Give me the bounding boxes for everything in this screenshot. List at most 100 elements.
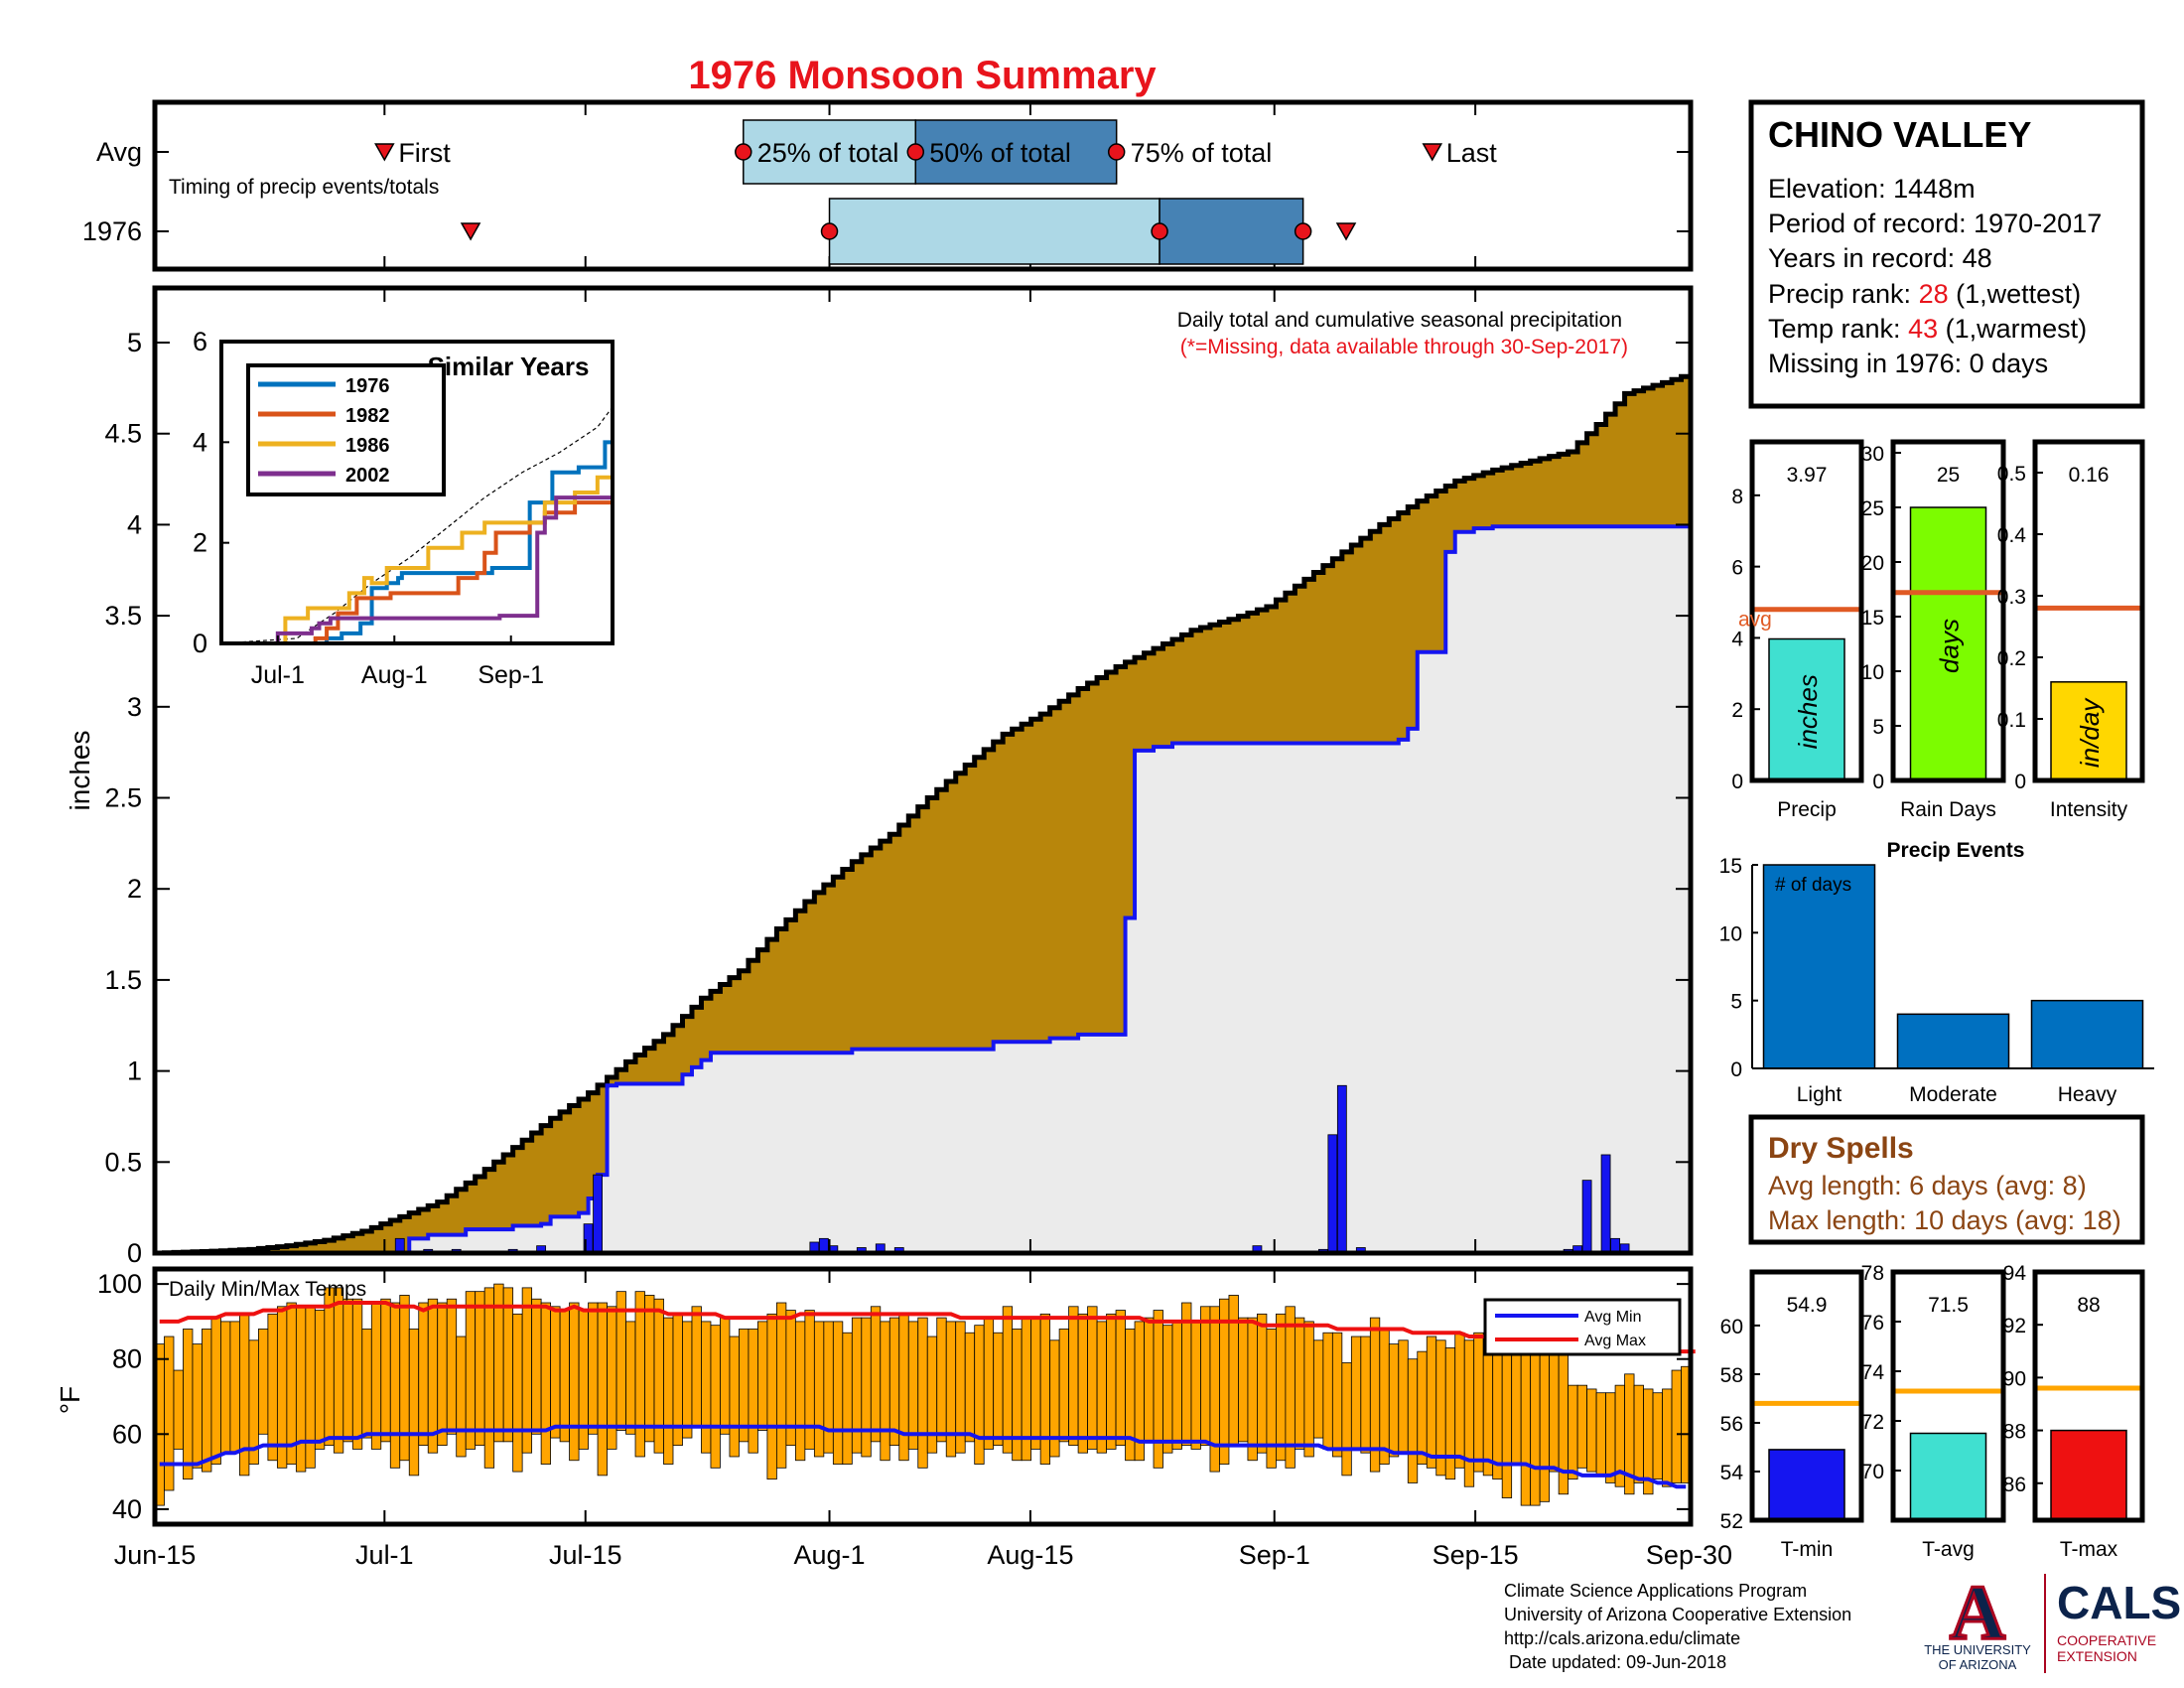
event-bar-heavy [2030,999,2144,1069]
temp-range-bar-97 [1068,1306,1079,1447]
temp-range-bar-145 [1520,1343,1532,1506]
avg-last-marker [1422,143,1443,162]
temp-range-bar-125 [1331,1332,1343,1458]
temp-range-bar-98 [1077,1313,1088,1454]
temp-range-bar-83 [936,1317,947,1443]
temp-range-bar-143 [1501,1332,1513,1498]
temp-range-bar-138 [1454,1332,1465,1469]
tmax-ytick-label-3: 92 [2003,1315,2026,1337]
inset-legend-label-1976: 1976 [345,375,390,397]
precip-avg-label: avg [1738,609,1772,632]
precip-ytick-label-2: 4 [1731,628,1743,650]
temp-range-bar-150 [1568,1384,1578,1480]
tmin-ytick-label-0: 52 [1720,1510,1743,1533]
raindays-border [1890,439,2006,783]
temp-range-bar-76 [870,1306,882,1443]
temp-range-bar-30 [437,1302,448,1447]
cum-ytick-label-4: 2 [127,874,142,904]
inset-legend-label-2002: 2002 [345,465,390,487]
temp-range-bar-144 [1511,1354,1522,1465]
timing-label-first: First [398,138,451,168]
inset-ytick-label-3: 6 [193,327,207,356]
dry-spells-avg-length: Avg length: 6 days (avg: 8) [1768,1171,2087,1200]
cumulative-precip-chart: 0 0.5 1 1.5 2 2.5 3 3.5 4 4.5 5 inches Daily total a… [65,285,1694,1268]
temp-range-bar-60 [720,1317,731,1435]
temp-range-bar-23 [370,1302,382,1450]
station-years: Years in record: 48 [1768,243,1992,273]
cum-caption: Daily total and cumulative seasonal prec… [1177,309,1622,332]
inset-series-1986 [221,472,614,645]
temp-range-bar-131 [1388,1343,1400,1458]
intensity-ytick-label-4: 0.4 [1997,524,2027,547]
daily-temps-chart: 40 60 80 100 Jun-15 Jul-1 Jul-15 Aug-1 Aug-15 Sep… [55,1266,1732,1570]
cum-ytick-label-0: 0 [127,1238,142,1268]
station-period: Period of record: 1970-2017 [1768,209,2102,238]
cum-ytick-label-9: 4.5 [104,419,142,449]
temp-range-bar-113 [1219,1298,1230,1465]
precip-ytick-label-0: 0 [1731,771,1743,793]
inset-ytick-label-1: 2 [193,528,207,558]
temp-range-bar-66 [775,1302,787,1469]
daily-precip-bar-23 [1600,1154,1611,1254]
dry-spells-box: Dry Spells Avg length: 6 days (avg: 8) M… [1748,1114,2145,1245]
temp-range-bar-42 [550,1306,561,1439]
footer-line-3: http://cals.arizona.edu/climate [1504,1628,1740,1648]
year-cumulative-area [155,526,1691,1253]
temp-range-bar-122 [1303,1321,1314,1458]
temp-ytick-label-0: 40 [112,1494,142,1524]
tmin-ytick-label-2: 56 [1720,1413,1743,1436]
temp-range-bar-51 [634,1291,645,1458]
temp-range-bar-34 [475,1291,485,1447]
temp-range-bar-124 [1322,1332,1333,1450]
tmin-ytick-label-1: 54 [1720,1462,1744,1484]
tmin-ytick-label-3: 58 [1720,1364,1743,1387]
year-p50-marker [1151,222,1168,240]
temp-range-bar-22 [361,1329,372,1439]
dry-spells-max-length: Max length: 10 days (avg: 18) [1768,1205,2121,1235]
tavg-ytick-label-2: 74 [1861,1361,1885,1384]
precip-xlabel: Precip [1777,798,1837,821]
cum-note: (*=Missing, data available through 30-Se… [1180,336,1628,358]
temp-range-bar-132 [1398,1339,1409,1454]
temp-range-bar-27 [408,1329,420,1477]
temp-ytick-label-1: 60 [112,1419,142,1449]
temp-range-bar-100 [1096,1321,1107,1454]
tavg-border [1890,1269,2006,1523]
cals-logo: CALS [2057,1577,2181,1628]
raindays-ytick-label-0: 0 [1872,771,1884,793]
tmax-ytick-label-1: 88 [2003,1421,2026,1444]
precip-border [1749,439,1864,783]
raindays-ytick-label-1: 5 [1872,716,1884,739]
inset-legend-label-1982: 1982 [345,405,390,427]
inset-series-1976 [221,440,613,645]
cum-ytick-label-1: 0.5 [104,1147,142,1177]
temp-rank-value: 43 [1908,314,1938,344]
cals-sub-2: EXTENSION [2057,1648,2137,1664]
inset-series-2002 [221,495,613,645]
temp-range-bar-41 [540,1302,552,1465]
events-ytick-label-0: 0 [1730,1058,1742,1081]
temp-range-bar-53 [653,1298,664,1454]
temp-range-bar-134 [1417,1350,1428,1465]
temp-range-bar-86 [964,1332,976,1443]
footer: Climate Science Applications Program Uni… [1504,1568,2181,1673]
temp-range-bar-50 [625,1321,636,1435]
temp-range-bar-121 [1294,1317,1305,1450]
inset-border [219,340,614,645]
footer-line-2: University of Arizona Cooperative Extens… [1504,1605,1851,1624]
temp-range-bar-35 [483,1287,495,1469]
temp-range-bar-56 [682,1321,693,1439]
temp-range-bar-147 [1539,1343,1551,1502]
station-temp-rank: Temp rank: 43 (1,warmest) [1768,314,2087,344]
temp-range-bar-54 [663,1317,674,1465]
raindays-ytick-label-3: 15 [1861,607,1884,630]
temp-range-bar-71 [823,1321,834,1454]
temp-range-bar-7 [220,1321,231,1454]
footer-line-1: Climate Science Applications Program [1504,1581,1807,1601]
raindays-value-label: 25 [1937,464,1960,487]
temp-range-bar-127 [1350,1336,1362,1450]
temp-range-bar-64 [757,1321,768,1431]
avg-first-marker [374,143,395,162]
temp-range-bar-133 [1407,1358,1419,1483]
timing-row-label-1: 1976 [82,216,142,246]
